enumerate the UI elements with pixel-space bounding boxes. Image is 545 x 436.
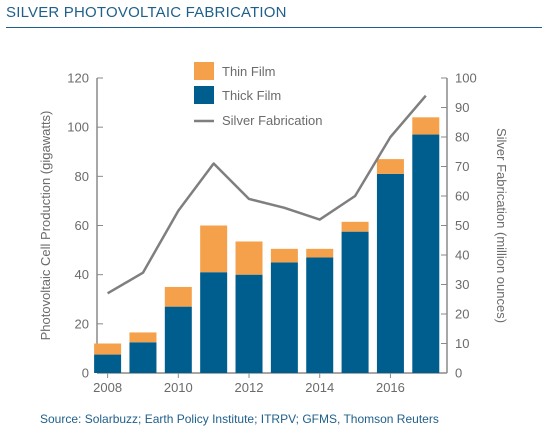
right-tick-label: 90 bbox=[455, 100, 469, 115]
left-tick-label: 60 bbox=[75, 218, 89, 233]
bar-thin-film bbox=[94, 343, 122, 355]
bar-thin-film bbox=[306, 248, 334, 258]
bar-thick-film bbox=[376, 173, 404, 373]
title-divider bbox=[6, 27, 542, 28]
bar-thick-film bbox=[412, 134, 440, 373]
bar-thin-film bbox=[270, 248, 298, 263]
bar-thin-film bbox=[341, 221, 369, 232]
series-line-silver-fabrication bbox=[106, 94, 427, 295]
right-tick-label: 0 bbox=[455, 366, 462, 381]
bar-thin-film bbox=[412, 117, 440, 135]
right-tick-label: 70 bbox=[455, 159, 469, 174]
left-tick-label: 100 bbox=[67, 120, 89, 135]
bar-thick-film bbox=[164, 306, 192, 373]
right-tick-label: 50 bbox=[455, 218, 469, 233]
bar-thin-film bbox=[376, 159, 404, 174]
right-tick-label: 10 bbox=[455, 336, 469, 351]
x-tick-label: 2008 bbox=[93, 380, 122, 395]
y2-axis-title: Silver Fabrication (million ounces) bbox=[494, 128, 509, 323]
left-tick-label: 0 bbox=[82, 366, 89, 381]
source-note: Source: Solarbuzz; Earth Policy Institut… bbox=[40, 412, 439, 426]
left-tick-label: 80 bbox=[75, 169, 89, 184]
bar-thin-film bbox=[129, 332, 157, 343]
bar-thick-film bbox=[235, 274, 263, 373]
bar-thick-film bbox=[200, 272, 228, 373]
bar-thin-film bbox=[200, 225, 228, 273]
bar-thick-film bbox=[306, 257, 334, 373]
x-tick-label: 2016 bbox=[376, 380, 405, 395]
right-tick-label: 20 bbox=[455, 307, 469, 322]
bar-thick-film bbox=[270, 262, 298, 373]
bar-thin-film bbox=[164, 286, 192, 307]
left-tick-label: 40 bbox=[75, 267, 89, 282]
bar-thick-film bbox=[129, 342, 157, 373]
left-tick-label: 120 bbox=[67, 71, 89, 86]
chart-title: SILVER PHOTOVOLTAIC FABRICATION bbox=[6, 4, 287, 21]
legend-label-thin-film: Thin Film bbox=[222, 64, 275, 79]
legend-swatch-thick-film bbox=[194, 86, 214, 104]
y-axis-title: Photovoltaic Cell Production (gigawatts) bbox=[38, 111, 53, 341]
right-tick-label: 100 bbox=[455, 71, 477, 86]
bar-thick-film bbox=[341, 231, 369, 373]
right-tick-label: 60 bbox=[455, 189, 469, 204]
x-tick-label: 2010 bbox=[164, 380, 193, 395]
right-tick-label: 40 bbox=[455, 248, 469, 263]
legend-label-thick-film: Thick Film bbox=[222, 88, 281, 103]
left-tick-label: 20 bbox=[75, 316, 89, 331]
bar-thick-film bbox=[94, 354, 122, 373]
legend-label-silver-fabrication: Silver Fabrication bbox=[222, 113, 322, 128]
bar-thin-film bbox=[235, 241, 263, 275]
x-tick-label: 2012 bbox=[235, 380, 264, 395]
x-tick-label: 2014 bbox=[305, 380, 334, 395]
legend-swatch-thin-film bbox=[194, 62, 214, 80]
right-tick-label: 30 bbox=[455, 277, 469, 292]
right-tick-label: 80 bbox=[455, 130, 469, 145]
